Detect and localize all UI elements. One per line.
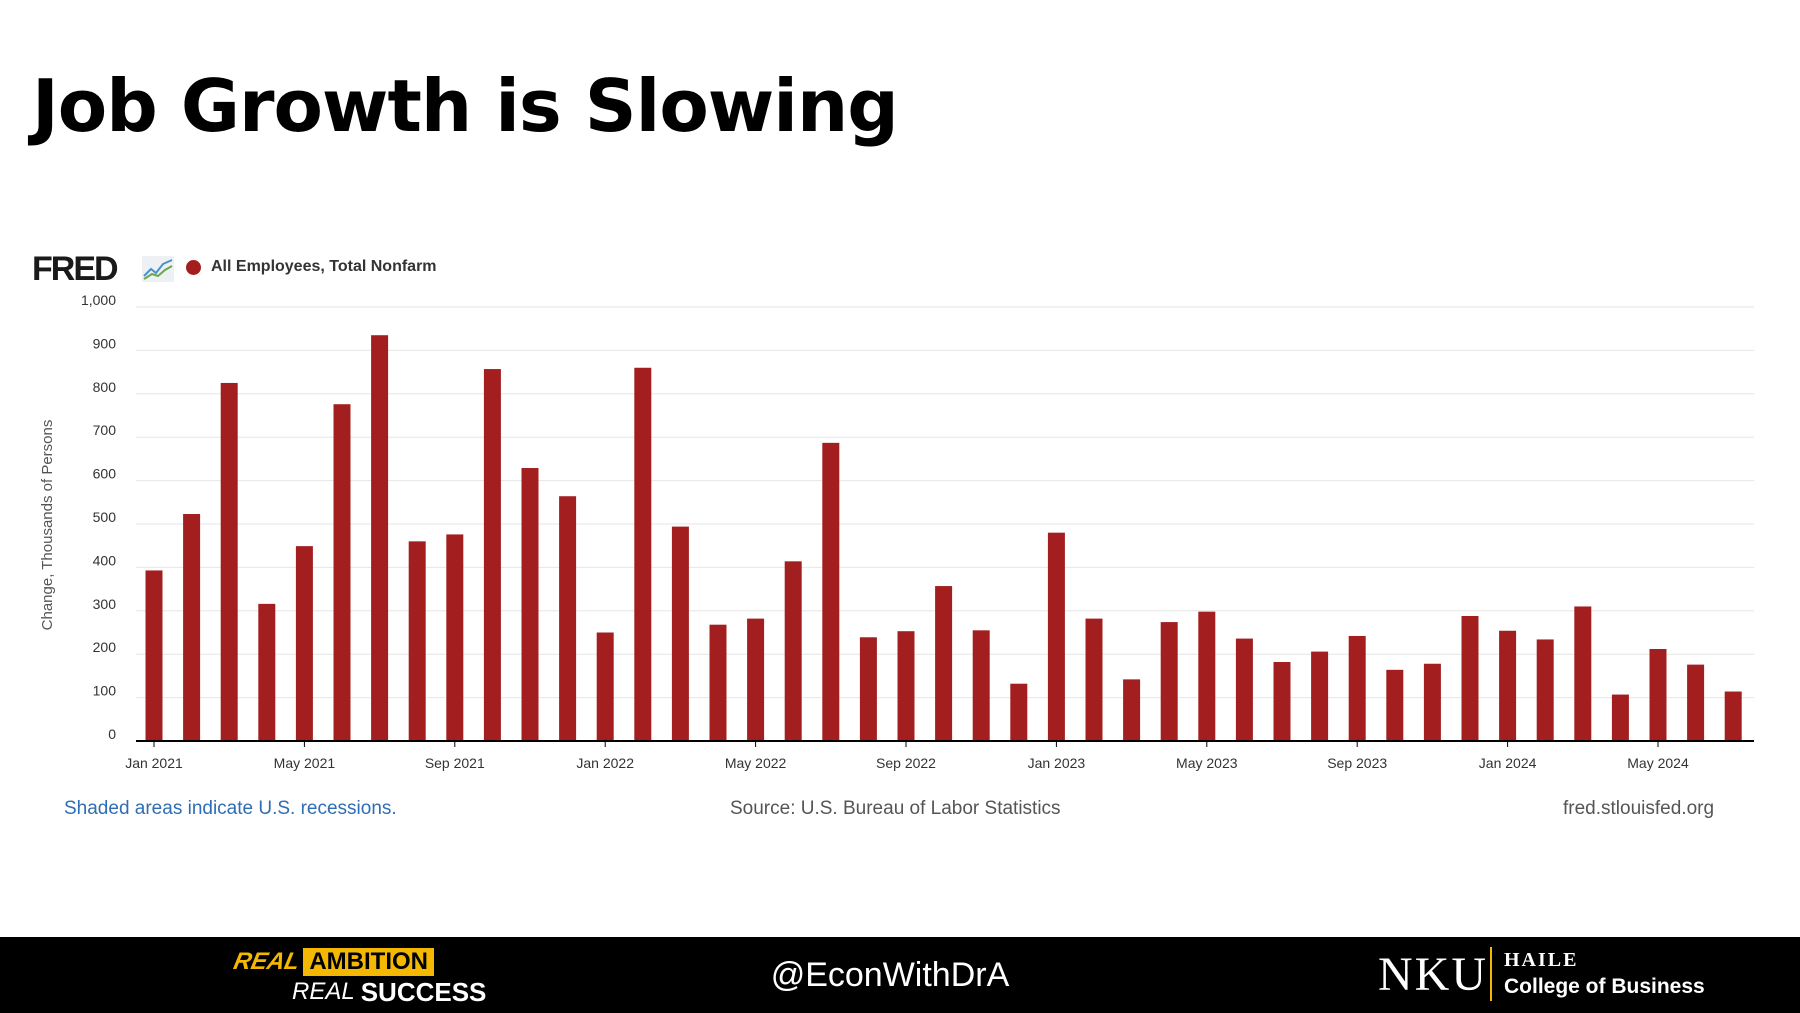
source-note: Source: U.S. Bureau of Labor Statistics [730, 798, 1061, 819]
fred-chart-icon [142, 256, 174, 282]
bar: Jan 2023: 480 [1047, 532, 1065, 741]
bar: Mar 2023: 142 [1123, 679, 1141, 741]
brand-word-ambition: AMBITION [303, 948, 434, 976]
brand-word-real-2: REAL [292, 978, 355, 1005]
fred-site-link[interactable]: fred.stlouisfed.org [1563, 798, 1715, 819]
legend-label: All Employees, Total Nonfarm [211, 258, 437, 275]
bar: Apr 2023: 274 [1160, 622, 1178, 741]
social-handle-text: @EconWithDrA [770, 956, 1010, 994]
college-of-business-text: College of Business [1504, 975, 1705, 998]
y-tick-label: 900 [93, 335, 117, 351]
bar: Apr 2024: 107 [1611, 694, 1629, 741]
nku-haile-logo: NKU HAILE College of Business [1378, 945, 1708, 1005]
bar: Jun 2023: 236 [1235, 638, 1253, 741]
bar: Nov 2021: 629 [521, 468, 539, 741]
x-tick-label: Jan 2021 [125, 755, 183, 771]
x-tick-label: Jan 2022 [576, 755, 634, 771]
y-tick-label: 300 [93, 596, 117, 612]
y-tick-label: 200 [93, 639, 117, 655]
fred-logo: FRED [32, 250, 119, 288]
y-tick-label: 500 [93, 509, 117, 525]
bar: May 2021: 449 [295, 546, 313, 741]
bar: Mar 2021: 825 [220, 382, 238, 741]
bar: May 2023: 298 [1198, 611, 1216, 741]
y-tick-label: 1,000 [81, 292, 116, 308]
x-tick-label: May 2022 [725, 755, 787, 771]
bar: May 2024: 212 [1649, 648, 1667, 741]
bar: Apr 2022: 268 [709, 624, 727, 741]
bar: Jun 2021: 776 [333, 404, 351, 741]
x-tick-label: Sep 2021 [425, 755, 485, 771]
bar: Oct 2022: 357 [935, 586, 953, 741]
y-axis-tick-labels: 0 100 200 300 400 500 600 700 800 900 1,000 [81, 292, 116, 742]
x-tick-label: Jan 2023 [1028, 755, 1086, 771]
x-tick-label: May 2024 [1627, 755, 1689, 771]
footer-bar: REAL AMBITION REAL SUCCESS @EconWithDrA … [0, 937, 1800, 1013]
bar: Aug 2023: 206 [1311, 651, 1329, 741]
bar: Sep 2022: 253 [897, 631, 915, 741]
y-tick-label: 800 [93, 379, 117, 395]
bar: Apr 2021: 316 [258, 603, 276, 741]
bar: Sep 2021: 476 [446, 534, 464, 741]
bar: Jan 2022: 250 [596, 632, 614, 741]
x-axis-tick-labels: Jan 2021 May 2021 Sep 2021 Jan 2022 May 2022… [125, 741, 1689, 771]
bar: Jul 2024: 114 [1724, 691, 1742, 741]
bar: Oct 2023: 164 [1386, 669, 1404, 741]
bar: Jun 2024: 176 [1687, 664, 1705, 741]
bar: Jul 2021: 935 [371, 335, 389, 741]
bar: Feb 2021: 523 [183, 514, 201, 741]
bar: Mar 2024: 310 [1574, 606, 1592, 741]
y-tick-label: 700 [93, 422, 117, 438]
bar: Nov 2022: 255 [972, 630, 990, 741]
legend-swatch [186, 259, 201, 275]
chart-bars: Jan 2021: 393 Feb 2021: 523 Mar 2021: 825 A… [145, 335, 1742, 741]
bar: Sep 2023: 242 [1348, 635, 1366, 741]
haile-text: HAILE [1504, 949, 1579, 971]
bar: Feb 2023: 282 [1085, 618, 1103, 741]
x-tick-label: May 2021 [274, 755, 336, 771]
chart-legend: All Employees, Total Nonfarm [186, 258, 437, 276]
x-tick-label: May 2023 [1176, 755, 1238, 771]
brand-word-success: SUCCESS [360, 977, 487, 1007]
x-tick-label: Sep 2023 [1327, 755, 1387, 771]
real-ambition-logo: REAL AMBITION REAL SUCCESS [230, 937, 490, 1013]
bar: Feb 2024: 234 [1536, 639, 1554, 741]
bar-chart: 0 100 200 300 400 500 600 700 800 900 1,000 Jan 20… [39, 292, 1754, 771]
social-handle: @EconWithDrA [0, 937, 1800, 1013]
bar: Nov 2023: 178 [1423, 663, 1441, 741]
y-tick-label: 400 [93, 552, 117, 568]
bar: Jul 2022: 687 [822, 442, 840, 741]
bar: Jan 2021: 393 [145, 570, 163, 741]
bar: Oct 2021: 857 [483, 369, 501, 741]
x-tick-label: Jan 2024 [1479, 755, 1537, 771]
bar: Dec 2022: 132 [1010, 683, 1028, 741]
bar: Dec 2021: 564 [559, 496, 577, 741]
y-axis-label: Change, Thousands of Persons [39, 420, 56, 631]
bar: Dec 2023: 288 [1461, 616, 1479, 741]
y-tick-label: 0 [108, 726, 116, 742]
nku-logo-text: NKU [1378, 948, 1488, 1001]
bar: May 2022: 282 [747, 618, 765, 741]
bar: Jun 2022: 414 [784, 561, 802, 741]
logo-divider [1490, 947, 1492, 1001]
bar: Feb 2022: 860 [634, 367, 652, 741]
bar: Jan 2024: 254 [1499, 630, 1517, 741]
x-tick-label: Sep 2022 [876, 755, 936, 771]
y-tick-label: 100 [93, 683, 117, 699]
bar: Aug 2022: 239 [859, 637, 877, 741]
recession-note-link[interactable]: Shaded areas indicate U.S. recessions. [64, 798, 397, 819]
bar: Aug 2021: 460 [408, 541, 426, 741]
slide-title: Job Growth is Slowing [32, 64, 899, 148]
y-tick-label: 600 [93, 466, 117, 482]
bar: Mar 2022: 494 [671, 526, 689, 741]
bar: Jul 2023: 182 [1273, 662, 1291, 741]
